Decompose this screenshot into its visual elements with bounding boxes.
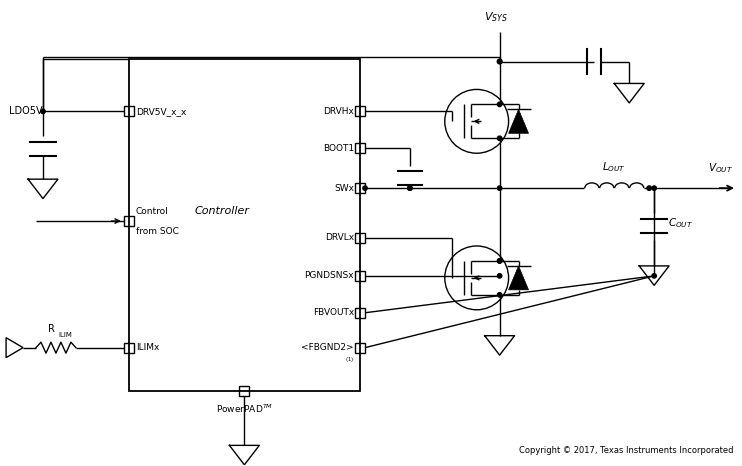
Circle shape (407, 186, 412, 190)
Circle shape (497, 259, 502, 263)
Circle shape (497, 102, 502, 107)
Bar (355, 308, 365, 318)
Text: DRVHx: DRVHx (324, 107, 354, 116)
Circle shape (497, 259, 502, 263)
Circle shape (497, 293, 502, 297)
Circle shape (497, 186, 502, 190)
Bar (355, 233, 365, 243)
Circle shape (363, 186, 367, 190)
Circle shape (497, 136, 502, 140)
Text: BOOT1: BOOT1 (323, 144, 354, 153)
Text: LDO5V: LDO5V (9, 106, 43, 116)
Text: $V_{SYS}$: $V_{SYS}$ (484, 10, 508, 24)
Polygon shape (508, 110, 528, 133)
Bar (128, 59, 360, 391)
Text: ILIMx: ILIMx (136, 343, 159, 352)
Text: DRVLx: DRVLx (325, 233, 354, 242)
Text: Copyright © 2017, Texas Instruments Incorporated: Copyright © 2017, Texas Instruments Inco… (519, 446, 734, 455)
Text: Control: Control (136, 206, 168, 216)
Text: $C_{OUT}$: $C_{OUT}$ (668, 216, 693, 230)
Circle shape (41, 109, 45, 114)
Text: DRV5V_x_x: DRV5V_x_x (136, 107, 186, 116)
Bar (355, 271, 365, 281)
Circle shape (497, 59, 502, 64)
Bar (124, 106, 134, 116)
Bar (124, 216, 134, 226)
Circle shape (497, 59, 502, 64)
Text: FBVOUTx: FBVOUTx (313, 308, 354, 317)
Bar (355, 183, 365, 193)
Circle shape (497, 274, 502, 278)
Text: $L_{OUT}$: $L_{OUT}$ (603, 160, 626, 174)
Text: Controller: Controller (195, 206, 250, 216)
Bar (355, 143, 365, 153)
Text: R: R (47, 324, 54, 334)
Text: PGNDSNSx: PGNDSNSx (304, 271, 354, 281)
Bar (355, 106, 365, 116)
Text: <FBGND2>: <FBGND2> (301, 343, 354, 352)
Text: ILIM: ILIM (58, 332, 72, 338)
Polygon shape (508, 266, 528, 290)
Circle shape (647, 186, 651, 190)
Circle shape (652, 186, 657, 190)
Text: $V_{OUT}$: $V_{OUT}$ (709, 161, 734, 175)
Bar (355, 343, 365, 353)
Text: SWx: SWx (334, 184, 354, 192)
Bar (124, 343, 134, 353)
Text: from SOC: from SOC (136, 226, 179, 235)
Circle shape (407, 186, 412, 190)
Bar (240, 385, 249, 396)
Circle shape (652, 274, 657, 278)
Text: PowerPAD$^{TM}$: PowerPAD$^{TM}$ (216, 402, 273, 415)
Text: $^{(1)}$: $^{(1)}$ (345, 356, 354, 365)
